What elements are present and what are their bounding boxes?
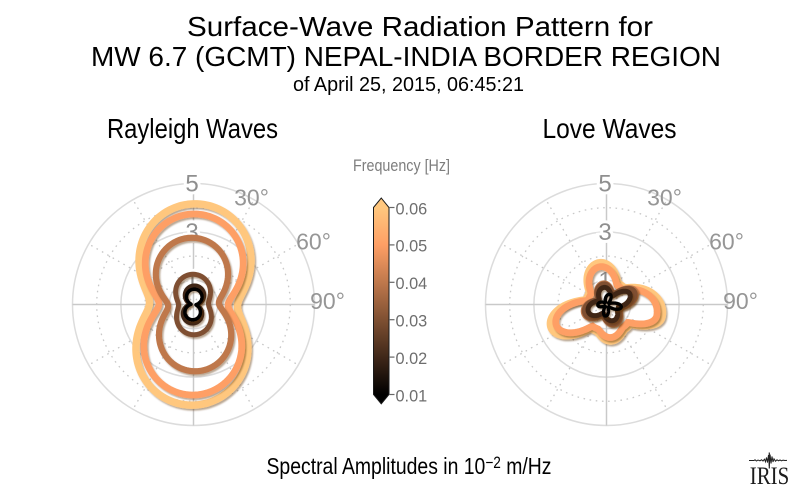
svg-text:0.06: 0.06 xyxy=(396,200,428,218)
svg-text:30°: 30° xyxy=(647,185,682,211)
svg-text:0.02: 0.02 xyxy=(396,350,428,368)
svg-text:Spectral Amplitudes in 10−2 m/: Spectral Amplitudes in 10−2 m/Hz xyxy=(267,453,552,479)
svg-text:60°: 60° xyxy=(709,229,744,255)
svg-text:90°: 90° xyxy=(723,288,758,314)
svg-text:Frequency [Hz]: Frequency [Hz] xyxy=(353,156,450,175)
svg-text:MW 6.7 (GCMT) NEPAL-INDIA BORD: MW 6.7 (GCMT) NEPAL-INDIA BORDER REGION xyxy=(91,40,721,72)
svg-text:IRIS: IRIS xyxy=(750,461,790,490)
svg-text:0.04: 0.04 xyxy=(396,275,428,293)
svg-text:3: 3 xyxy=(185,219,198,246)
svg-text:0.03: 0.03 xyxy=(396,313,428,331)
svg-text:Surface-Wave Radiation Pattern: Surface-Wave Radiation Pattern for xyxy=(187,10,653,42)
svg-text:of April 25, 2015, 06:45:21: of April 25, 2015, 06:45:21 xyxy=(293,74,524,96)
svg-text:90°: 90° xyxy=(310,288,345,314)
svg-text:30°: 30° xyxy=(234,185,269,211)
svg-text:Love Waves: Love Waves xyxy=(543,113,677,144)
svg-text:Rayleigh Waves: Rayleigh Waves xyxy=(107,113,278,144)
svg-text:5: 5 xyxy=(185,171,198,198)
svg-text:3: 3 xyxy=(598,219,611,246)
svg-text:60°: 60° xyxy=(296,229,331,255)
svg-text:5: 5 xyxy=(598,171,611,198)
svg-text:0.01: 0.01 xyxy=(396,387,428,405)
svg-text:0.05: 0.05 xyxy=(396,238,428,256)
